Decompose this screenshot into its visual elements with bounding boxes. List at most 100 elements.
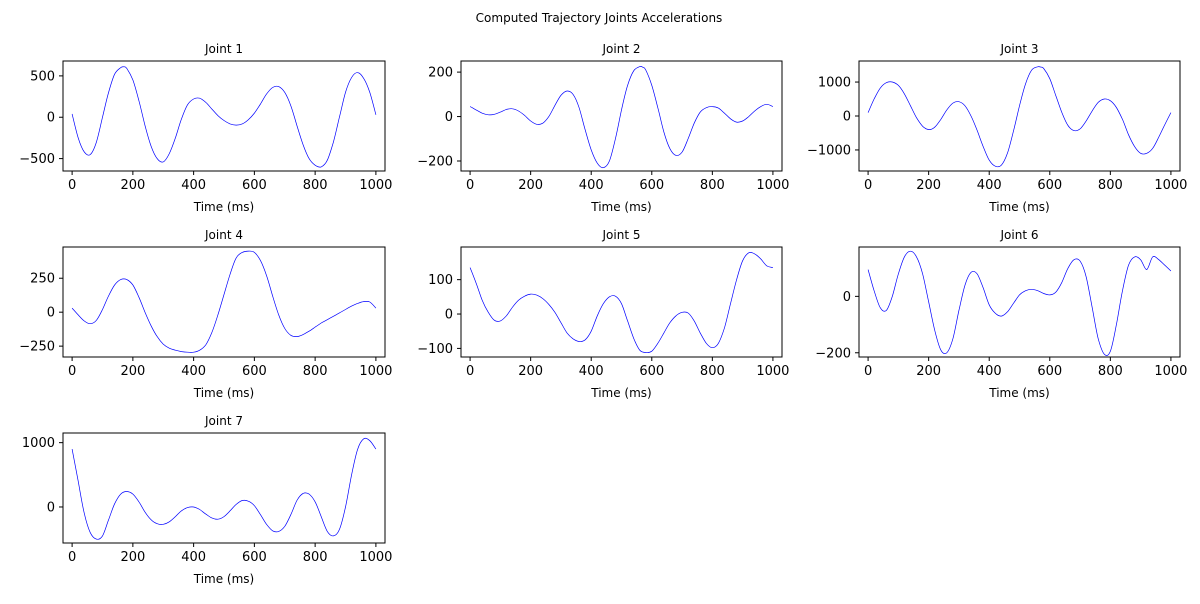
x-axis-label: Time (ms) (193, 386, 255, 400)
plot-frame (858, 60, 1181, 172)
x-tick-label: 400 (181, 364, 206, 379)
y-tick-label: 0 (843, 110, 851, 125)
plot-frame (460, 60, 783, 172)
plot-frame (62, 246, 386, 358)
x-tick-label: 0 (864, 364, 872, 379)
x-axis-label: Time (ms) (988, 386, 1050, 400)
subplot-joint-6: 0 200 400 600 800 1000 −200 0 Joint 6 Time (ms) (815, 228, 1187, 400)
plot-frame (62, 432, 386, 544)
x-tick-label: 400 (181, 550, 206, 565)
y-tick-label: 100 (428, 273, 453, 288)
y-tick-label: 0 (445, 308, 453, 323)
subplot-title: Joint 2 (602, 42, 641, 56)
x-tick-label: 0 (466, 178, 474, 193)
x-tick-label: 200 (916, 178, 941, 193)
series-line-joint-6 (867, 250, 1172, 356)
series-line-joint-3 (867, 66, 1172, 168)
plot-frame (858, 246, 1181, 358)
subplot-title: Joint 5 (602, 228, 641, 242)
x-axis-label: Time (ms) (193, 572, 255, 586)
x-tick-label: 200 (518, 178, 543, 193)
subplot-joint-5: 0 200 400 600 800 1000 −100 0 100 Joint 5 Time (ms… (417, 228, 789, 400)
x-tick-label: 1000 (359, 550, 392, 565)
x-tick-label: 800 (700, 364, 725, 379)
plot-frame (62, 60, 386, 172)
x-tick-label: 400 (977, 178, 1002, 193)
subplot-joint-2: 0 200 400 600 800 1000 −200 0 200 Joint 2 Time (ms… (417, 42, 789, 214)
x-tick-label: 600 (242, 364, 267, 379)
subplot-joint-4: 0 200 400 600 800 1000 −250 0 250 Joint 4 Time (ms… (19, 228, 392, 400)
x-tick-label: 600 (242, 178, 267, 193)
subplot-title: Joint 3 (1000, 42, 1039, 56)
y-tick-label: −1000 (807, 143, 851, 158)
y-tick-label: 0 (843, 290, 851, 305)
x-tick-label: 200 (120, 364, 145, 379)
y-tick-label: 500 (30, 69, 55, 84)
y-tick-label: −200 (417, 155, 453, 170)
y-tick-label: 0 (47, 306, 55, 321)
x-axis-label: Time (ms) (193, 200, 255, 214)
series-line-joint-7 (71, 437, 377, 540)
x-tick-label: 200 (518, 364, 543, 379)
x-tick-label: 1000 (359, 178, 392, 193)
subplot-title: Joint 1 (204, 42, 243, 56)
x-tick-label: 600 (639, 178, 664, 193)
subplot-joint-3: 0 200 400 600 800 1000 −1000 0 1000 Joint 3 Time (… (807, 42, 1187, 214)
x-tick-label: 0 (68, 178, 76, 193)
x-tick-label: 200 (120, 550, 145, 565)
x-tick-label: 1000 (756, 364, 789, 379)
y-tick-label: 1000 (818, 76, 851, 91)
x-tick-label: 0 (68, 550, 76, 565)
subplot-title: Joint 4 (204, 228, 243, 242)
plot-frame (460, 246, 783, 358)
y-tick-label: −250 (19, 340, 55, 355)
x-tick-label: 800 (303, 178, 328, 193)
x-tick-label: 400 (579, 364, 604, 379)
y-tick-label: 0 (445, 110, 453, 125)
subplot-title: Joint 7 (204, 414, 243, 428)
x-tick-label: 200 (916, 364, 941, 379)
x-tick-label: 600 (639, 364, 664, 379)
x-tick-label: 0 (68, 364, 76, 379)
x-tick-label: 1000 (359, 364, 392, 379)
x-axis-label: Time (ms) (590, 386, 652, 400)
x-tick-label: 600 (1037, 178, 1062, 193)
x-tick-label: 200 (120, 178, 145, 193)
y-tick-label: −100 (417, 342, 453, 357)
x-tick-label: 400 (977, 364, 1002, 379)
x-tick-label: 400 (181, 178, 206, 193)
x-tick-label: 0 (466, 364, 474, 379)
x-tick-label: 600 (242, 550, 267, 565)
x-tick-label: 400 (579, 178, 604, 193)
subplot-joint-7: 0 200 400 600 800 1000 0 1000 Joint 7 Time (ms) (22, 414, 393, 586)
y-tick-label: 0 (47, 500, 55, 515)
x-tick-label: 1000 (756, 178, 789, 193)
y-tick-label: −200 (815, 346, 851, 361)
subplot-title: Joint 6 (1000, 228, 1039, 242)
x-tick-label: 800 (700, 178, 725, 193)
y-tick-label: 200 (428, 66, 453, 81)
subplot-joint-1: 0 200 400 600 800 1000 −500 0 500 Joint 1 Time (ms… (19, 42, 392, 214)
series-line-joint-5 (469, 252, 774, 353)
x-axis-label: Time (ms) (988, 200, 1050, 214)
x-tick-label: 800 (1098, 178, 1123, 193)
x-tick-label: 1000 (1154, 178, 1187, 193)
x-tick-label: 800 (303, 364, 328, 379)
x-axis-label: Time (ms) (590, 200, 652, 214)
y-tick-label: 250 (30, 272, 55, 287)
y-tick-label: −500 (19, 152, 55, 167)
y-tick-label: 0 (47, 111, 55, 126)
x-tick-label: 800 (1098, 364, 1123, 379)
x-tick-label: 800 (303, 550, 328, 565)
x-tick-label: 0 (864, 178, 872, 193)
x-tick-label: 600 (1037, 364, 1062, 379)
series-line-joint-2 (469, 65, 774, 169)
series-line-joint-4 (71, 250, 377, 353)
figure-title: Computed Trajectory Joints Accelerations (476, 11, 723, 25)
x-tick-label: 1000 (1154, 364, 1187, 379)
y-tick-label: 1000 (22, 436, 55, 451)
series-line-joint-1 (71, 66, 377, 168)
